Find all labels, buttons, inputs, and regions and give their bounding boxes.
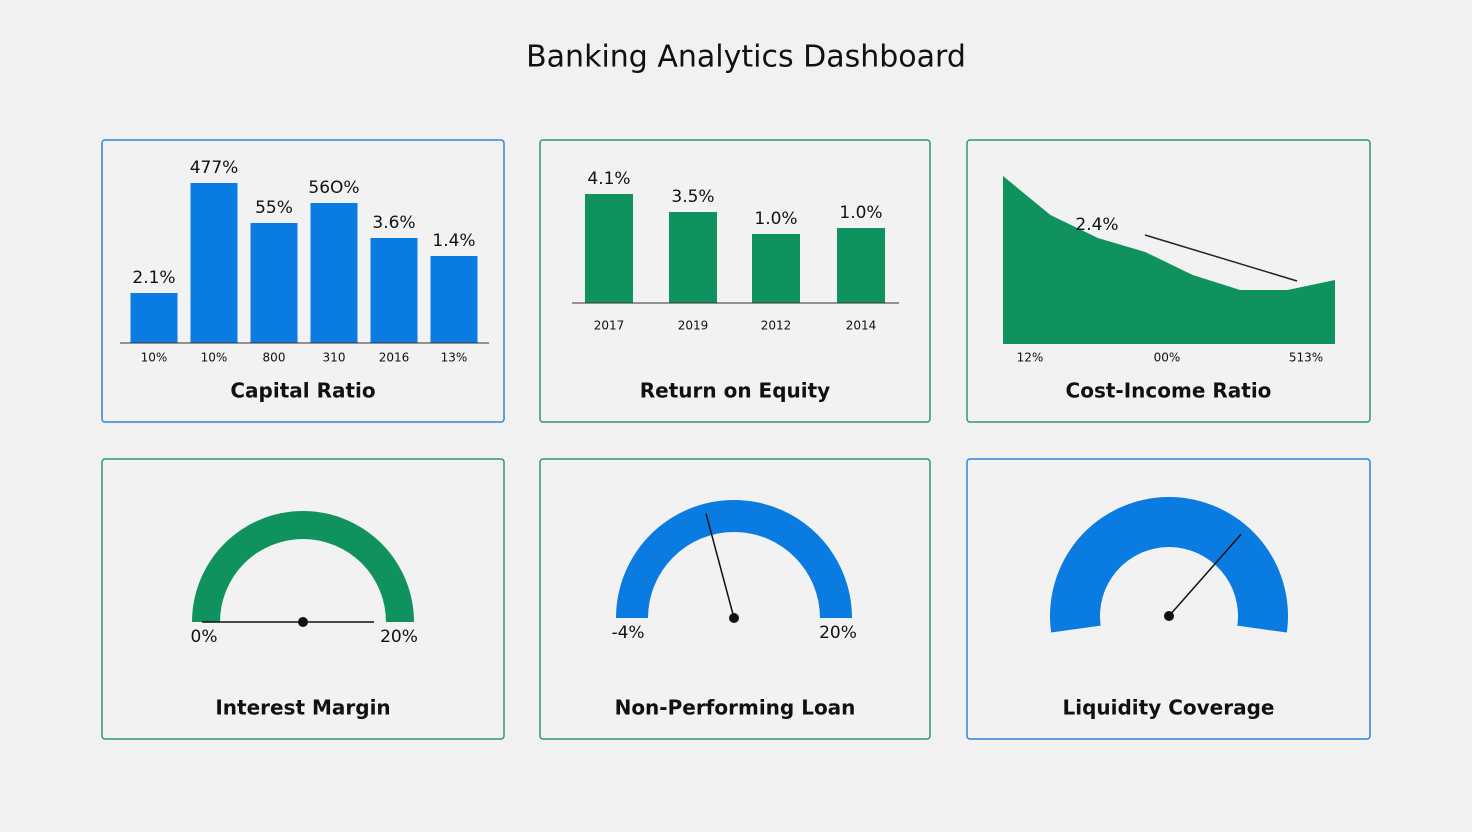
panel-title: Capital Ratio <box>230 379 375 403</box>
gauge-arc <box>1050 497 1288 633</box>
bar <box>310 203 358 343</box>
panel-title: Return on Equity <box>640 379 830 403</box>
x-tick-label: 2014 <box>846 319 877 333</box>
x-tick-label: 513% <box>1289 351 1323 365</box>
bar <box>837 228 885 303</box>
annotation: 2.4% <box>1075 215 1118 235</box>
gauge-needle <box>1168 533 1242 617</box>
value-label: 2.1% <box>132 268 175 288</box>
x-tick-label: 2016 <box>379 351 410 365</box>
value-label: 1.4% <box>432 231 475 251</box>
bar <box>250 223 298 343</box>
gauge-range-label: -4% <box>611 623 644 643</box>
x-tick-label: 12% <box>1017 351 1044 365</box>
bar <box>130 293 178 343</box>
gauge-range-label: 20% <box>819 623 857 643</box>
x-tick-label: 2017 <box>594 319 625 333</box>
annotation-line <box>1144 234 1298 282</box>
value-label: 477% <box>190 158 239 178</box>
x-tick-label: 310 <box>323 351 346 365</box>
panel <box>966 458 1371 740</box>
value-label: 1.0% <box>839 203 882 223</box>
value-label: 4.1% <box>587 169 630 189</box>
bar <box>370 238 418 343</box>
gauge-range-label: 20% <box>380 627 418 647</box>
needle-hub <box>298 617 308 627</box>
x-tick-label: 13% <box>441 351 468 365</box>
needle-hub <box>1164 611 1174 621</box>
bar <box>430 256 478 343</box>
bar <box>190 183 238 343</box>
x-tick-label: 2012 <box>761 319 792 333</box>
gauge-needle <box>705 513 735 619</box>
gauge-arc <box>192 511 414 622</box>
panel-title: Cost-Income Ratio <box>1066 379 1272 403</box>
dashboard-title: Banking Analytics Dashboard <box>526 40 966 75</box>
value-label: 1.0% <box>754 209 797 229</box>
needle-hub <box>729 613 739 623</box>
x-tick-label: 800 <box>263 351 286 365</box>
value-label: 56O% <box>308 178 359 198</box>
gauge-arc <box>616 500 852 618</box>
bar <box>669 212 717 303</box>
x-tick-label: 10% <box>141 351 168 365</box>
gauge-range-label: 0% <box>191 627 218 647</box>
x-tick-label: 00% <box>1154 351 1181 365</box>
bar <box>585 194 633 303</box>
bar <box>752 234 800 303</box>
value-label: 3.5% <box>671 187 714 207</box>
panel <box>101 458 505 740</box>
panel-title: Interest Margin <box>215 696 390 720</box>
panel <box>539 458 931 740</box>
value-label: 3.6% <box>372 213 415 233</box>
panel <box>539 139 931 423</box>
value-label: 55% <box>255 198 293 218</box>
panel-title: Liquidity Coverage <box>1062 696 1274 720</box>
x-tick-label: 2019 <box>678 319 709 333</box>
panel-title: Non-Performing Loan <box>615 696 856 720</box>
x-tick-label: 10% <box>201 351 228 365</box>
area <box>1003 176 1335 344</box>
